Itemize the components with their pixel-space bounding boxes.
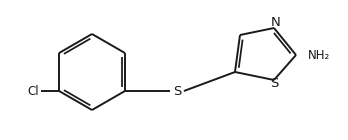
Text: S: S: [173, 85, 181, 97]
Text: N: N: [271, 16, 281, 29]
Text: NH₂: NH₂: [308, 48, 330, 61]
Text: Cl: Cl: [27, 85, 39, 97]
Text: S: S: [270, 77, 278, 90]
